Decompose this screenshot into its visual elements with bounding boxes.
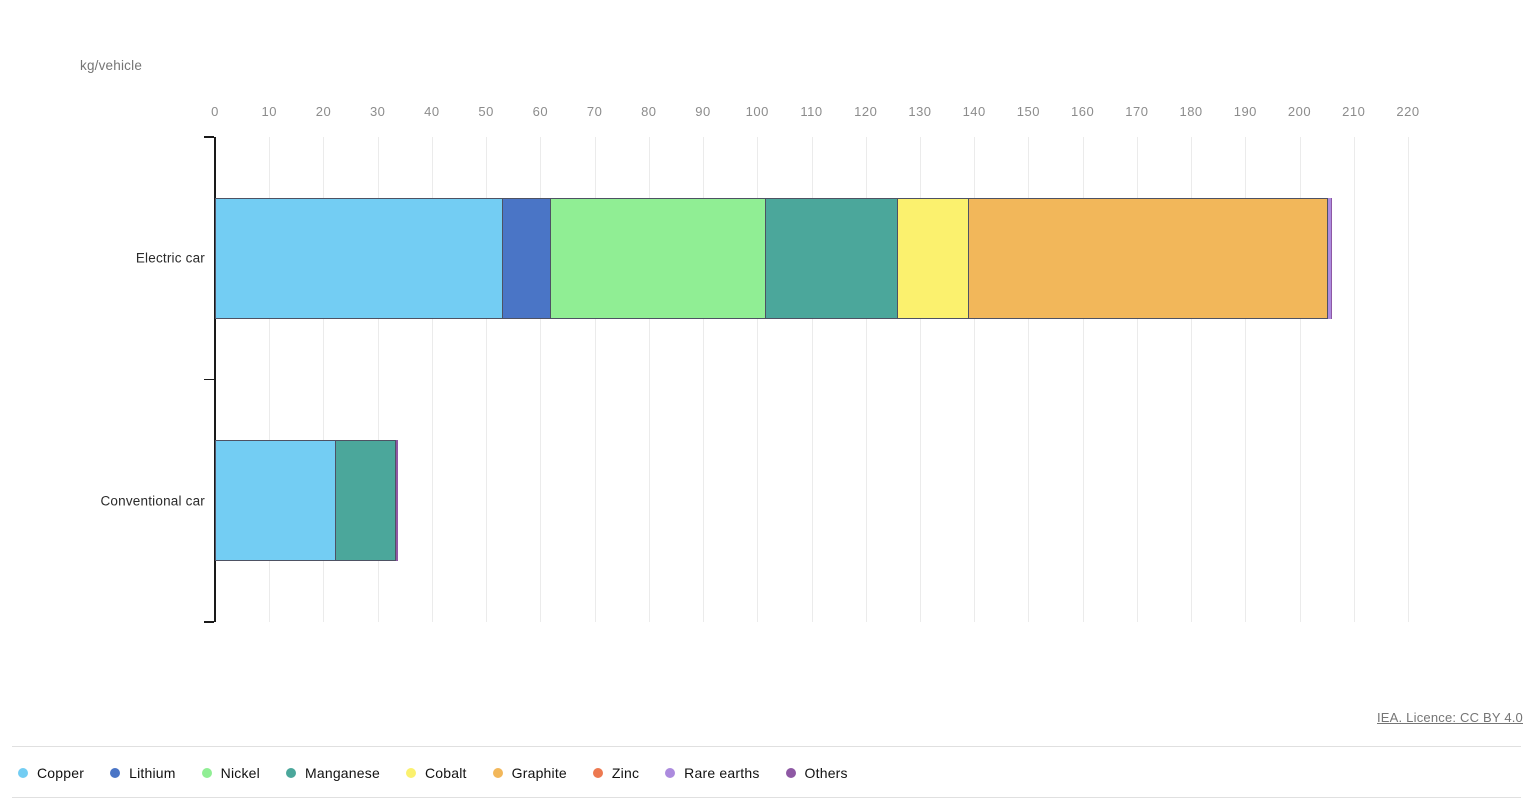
gridline-120 <box>865 137 867 622</box>
legend-item-lithium[interactable]: Lithium <box>110 765 176 781</box>
legend-dot-zinc-icon <box>592 768 603 778</box>
gridline-210 <box>1353 137 1355 622</box>
y-axis-tick-1 <box>204 378 214 380</box>
gridline-200 <box>1299 137 1301 622</box>
legend-dot-manganese-icon <box>285 768 296 778</box>
x-axis-tick-label-0: 0 <box>211 104 219 119</box>
bar-conventional-car <box>215 440 398 562</box>
bar-segment-copper[interactable] <box>215 197 504 319</box>
legend-label-copper: Copper <box>37 765 85 781</box>
bar-segment-manganese[interactable] <box>334 440 396 562</box>
legend-item-rare-earths[interactable]: Rare earths <box>665 765 759 781</box>
axis-unit-label: kg/vehicle <box>80 58 143 73</box>
legend-label-cobalt: Cobalt <box>424 765 467 781</box>
x-axis-tick-label-80: 80 <box>641 104 657 119</box>
legend-dot-cobalt-icon <box>405 768 416 778</box>
gridline-80 <box>648 137 650 622</box>
x-axis-tick-label-70: 70 <box>586 104 603 119</box>
gridline-110 <box>811 137 813 622</box>
x-axis-tick-label-210: 210 <box>1342 104 1366 119</box>
x-axis-tick-label-40: 40 <box>424 104 440 119</box>
gridline-70 <box>594 137 596 622</box>
x-axis-tick-label-150: 150 <box>1016 104 1041 119</box>
gridline-90 <box>703 137 705 622</box>
legend-label-lithium: Lithium <box>129 765 176 781</box>
bar-segment-lithium[interactable] <box>502 197 551 319</box>
legend-dot-rare-earths-icon <box>665 768 676 778</box>
legend-dot-others-icon <box>785 768 796 778</box>
legend-item-copper[interactable]: Copper <box>18 765 84 781</box>
bar-segment-manganese[interactable] <box>765 197 898 319</box>
x-axis-tick-label-140: 140 <box>962 104 986 119</box>
legend-item-graphite[interactable]: Graphite <box>492 765 567 781</box>
legend-label-zinc: Zinc <box>611 765 640 781</box>
legend-item-others[interactable]: Others <box>785 765 848 781</box>
gridline-140 <box>974 137 976 622</box>
bar-segment-copper[interactable] <box>215 440 336 562</box>
bar-segment-zinc[interactable] <box>1327 197 1329 319</box>
gridline-160 <box>1082 137 1084 622</box>
legend-bottom-divider <box>12 797 1521 798</box>
legend-label-manganese: Manganese <box>304 765 380 781</box>
x-axis-tick-label-10: 10 <box>261 104 277 119</box>
legend-dot-copper-icon <box>18 768 28 778</box>
gridline-20 <box>323 137 325 622</box>
x-axis-tick-label-120: 120 <box>854 104 878 119</box>
gridline-130 <box>919 137 921 622</box>
x-axis-tick-label-170: 170 <box>1125 104 1149 119</box>
x-axis-tick-label-100: 100 <box>745 104 769 119</box>
gridline-50 <box>486 137 488 622</box>
bar-segment-nickel[interactable] <box>549 197 767 319</box>
x-axis-tick-label-220: 220 <box>1396 104 1420 119</box>
gridline-190 <box>1245 137 1247 622</box>
x-axis-tick-label-30: 30 <box>369 104 386 119</box>
gridline-180 <box>1191 137 1193 622</box>
legend-item-cobalt[interactable]: Cobalt <box>405 765 467 781</box>
category-label-conventional-car: Conventional car <box>100 493 205 509</box>
gridline-30 <box>377 137 379 622</box>
gridline-10 <box>269 137 271 622</box>
legend-dot-nickel-icon <box>201 768 212 778</box>
legend-item-zinc[interactable]: Zinc <box>592 765 640 781</box>
x-axis-tick-label-50: 50 <box>478 104 494 119</box>
y-axis-tick-0 <box>204 136 214 138</box>
y-axis-tick-2 <box>204 621 214 623</box>
legend: Copper Lithium Nickel Manganese Cobalt Graphi… <box>18 762 874 784</box>
legend-item-manganese[interactable]: Manganese <box>285 765 380 781</box>
x-axis-tick-label-200: 200 <box>1287 104 1312 119</box>
legend-label-graphite: Graphite <box>511 765 567 781</box>
bar-segment-rare-earths[interactable] <box>1328 197 1331 319</box>
source-licence-link[interactable]: IEA. Licence: CC BY 4.0 <box>1377 710 1523 725</box>
gridline-100 <box>757 137 759 622</box>
legend-item-nickel[interactable]: Nickel <box>201 765 260 781</box>
legend-label-nickel: Nickel <box>220 765 260 781</box>
gridline-220 <box>1408 137 1409 622</box>
legend-label-others: Others <box>804 765 848 781</box>
legend-dot-graphite-icon <box>492 768 503 778</box>
legend-dot-lithium-icon <box>110 768 121 778</box>
bar-segment-cobalt[interactable] <box>896 197 970 319</box>
bar-electric-car <box>215 197 1333 319</box>
gridline-60 <box>540 137 542 622</box>
bar-segment-others[interactable] <box>396 440 398 562</box>
x-axis-tick-label-190: 190 <box>1233 104 1257 119</box>
x-axis-tick-label-60: 60 <box>532 104 549 119</box>
bar-segment-zinc[interactable] <box>395 440 397 562</box>
bar-segment-graphite[interactable] <box>968 197 1328 319</box>
x-axis-tick-label-110: 110 <box>800 104 823 119</box>
gridline-40 <box>431 137 433 622</box>
x-axis-tick-label-160: 160 <box>1071 104 1095 119</box>
x-axis-tick-label-180: 180 <box>1179 104 1203 119</box>
legend-label-rare-earths: Rare earths <box>684 765 760 781</box>
legend-top-divider <box>12 746 1521 747</box>
gridline-150 <box>1028 137 1030 622</box>
x-axis-tick-label-90: 90 <box>695 104 711 119</box>
y-axis-line <box>214 137 216 622</box>
gridline-170 <box>1136 137 1138 622</box>
bar-segment-others[interactable] <box>1330 197 1333 319</box>
category-label-electric-car: Electric car <box>135 250 205 266</box>
x-axis-tick-label-20: 20 <box>315 104 332 119</box>
x-axis-tick-label-130: 130 <box>908 104 932 119</box>
